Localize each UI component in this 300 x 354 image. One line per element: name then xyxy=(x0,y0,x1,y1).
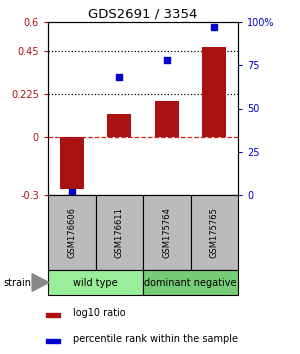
Bar xyxy=(95,195,143,270)
Bar xyxy=(143,195,190,270)
Title: GDS2691 / 3354: GDS2691 / 3354 xyxy=(88,8,198,21)
Bar xyxy=(107,114,131,137)
Text: percentile rank within the sample: percentile rank within the sample xyxy=(73,334,238,344)
Point xyxy=(164,57,169,63)
Text: GSM175764: GSM175764 xyxy=(162,207,171,258)
Text: GSM176606: GSM176606 xyxy=(67,207,76,258)
Polygon shape xyxy=(32,274,49,291)
Bar xyxy=(60,137,84,189)
Text: GSM176611: GSM176611 xyxy=(115,207,124,258)
Bar xyxy=(48,270,143,295)
Bar xyxy=(202,47,226,137)
Text: dominant negative: dominant negative xyxy=(144,278,237,287)
Bar xyxy=(143,270,238,295)
Point xyxy=(69,189,74,194)
Bar xyxy=(46,339,60,343)
Bar xyxy=(155,101,178,137)
Bar xyxy=(190,195,238,270)
Text: GSM175765: GSM175765 xyxy=(210,207,219,258)
Bar xyxy=(46,313,60,318)
Text: strain: strain xyxy=(3,278,31,287)
Text: log10 ratio: log10 ratio xyxy=(73,308,125,318)
Bar xyxy=(48,195,95,270)
Text: wild type: wild type xyxy=(73,278,118,287)
Point xyxy=(117,75,122,80)
Point xyxy=(212,24,217,30)
